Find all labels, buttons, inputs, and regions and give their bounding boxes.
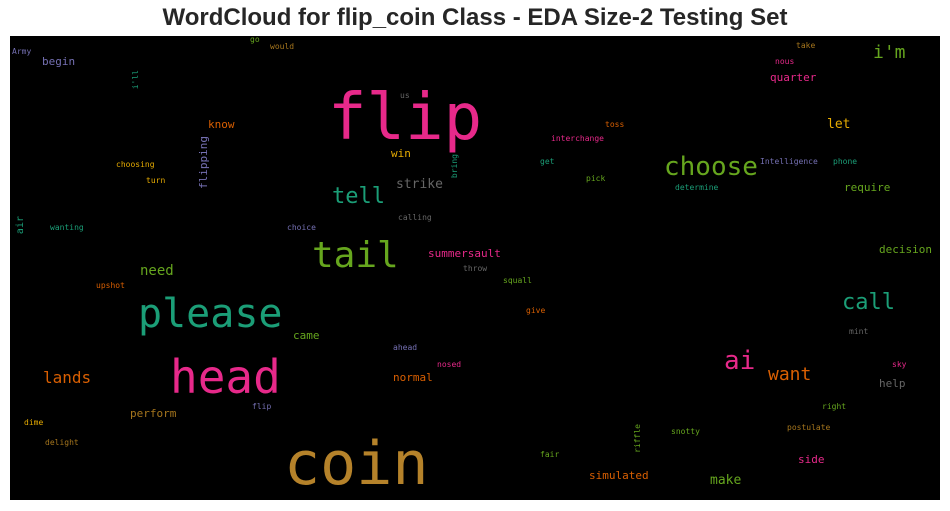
word-ai: ai xyxy=(724,346,756,376)
word-require: require xyxy=(844,181,891,194)
word-coin: coin xyxy=(284,429,429,499)
word-calling: calling xyxy=(398,213,432,222)
word-snotty: snotty xyxy=(671,427,700,436)
word-flipping: flipping xyxy=(197,136,210,189)
word-call: call xyxy=(842,290,895,315)
word-normal: normal xyxy=(393,371,433,384)
word-begin: begin xyxy=(42,55,76,68)
word-dime: dime xyxy=(24,418,44,427)
word-mint: mint xyxy=(849,327,869,336)
wordcloud-canvas: coin flip head please tail choose ai call tell wa… xyxy=(10,36,940,500)
word-head: head xyxy=(170,350,281,404)
word-simulated: simulated xyxy=(589,469,649,482)
word-choice: choice xyxy=(287,223,316,232)
word-make: make xyxy=(710,473,742,488)
word-nous: nous xyxy=(775,57,795,66)
word-delight: delight xyxy=(45,438,79,447)
word-ahead: ahead xyxy=(393,343,418,352)
word-bring: bring xyxy=(450,154,459,179)
word-sky: sky xyxy=(892,360,907,369)
word-toss: toss xyxy=(605,120,625,129)
word-need: need xyxy=(140,263,174,279)
word-choosing: choosing xyxy=(116,160,155,169)
word-know: know xyxy=(208,118,235,131)
word-throw: throw xyxy=(463,264,488,273)
chart-title: WordCloud for flip_coin Class - EDA Size… xyxy=(162,4,788,31)
word-go: go xyxy=(250,36,260,44)
word-us: us xyxy=(400,91,410,100)
word-quarter: quarter xyxy=(770,71,817,84)
word-air: air xyxy=(15,216,26,235)
word-postulate: postulate xyxy=(787,423,831,432)
word-intelligence: Intelligence xyxy=(760,157,818,166)
word-choose: choose xyxy=(664,152,758,182)
word-turn: turn xyxy=(146,176,166,185)
word-came: came xyxy=(293,329,320,342)
word-i-m: i'm xyxy=(873,42,906,63)
word-would: would xyxy=(270,42,295,51)
word-army: Army xyxy=(12,47,32,56)
word-wanting: wanting xyxy=(50,223,84,232)
word-flip: flip xyxy=(328,81,483,155)
word-right: right xyxy=(822,402,847,411)
word-nosed: nosed xyxy=(437,360,462,369)
word-fair: fair xyxy=(540,450,560,459)
word-want: want xyxy=(768,364,812,385)
word-lands: lands xyxy=(43,368,92,387)
word-decision: decision xyxy=(879,243,932,256)
word-let: let xyxy=(827,117,851,132)
word-determine: determine xyxy=(675,183,719,192)
word-strike: strike xyxy=(396,177,443,192)
word-perform: perform xyxy=(130,407,177,420)
word-take: take xyxy=(796,41,816,50)
word-phone: phone xyxy=(833,157,858,166)
word-give: give xyxy=(526,306,546,315)
word-summersault: summersault xyxy=(428,247,501,260)
word-tell: tell xyxy=(332,184,385,209)
word-pick: pick xyxy=(586,174,606,183)
word-i-ll: i'll xyxy=(131,70,140,90)
word-squall: squall xyxy=(503,276,532,285)
word-get: get xyxy=(540,157,555,166)
word-help: help xyxy=(879,377,906,390)
word-side: side xyxy=(798,453,825,466)
word-flip: flip xyxy=(252,402,272,411)
word-tail: tail xyxy=(312,235,399,276)
word-riffle: riffle xyxy=(633,424,642,453)
word-win: win xyxy=(391,147,411,160)
word-please: please xyxy=(138,291,283,337)
word-upshot: upshot xyxy=(96,281,125,290)
word-interchange: interchange xyxy=(551,134,604,143)
